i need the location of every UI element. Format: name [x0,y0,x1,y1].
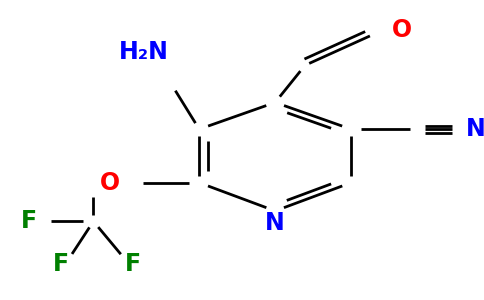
Text: F: F [53,252,69,276]
Text: F: F [21,209,37,233]
Text: H₂N: H₂N [119,40,169,64]
Text: F: F [124,252,140,276]
Text: O: O [99,171,120,195]
Text: N: N [466,117,484,141]
Text: N: N [265,211,285,235]
Text: O: O [392,18,412,42]
